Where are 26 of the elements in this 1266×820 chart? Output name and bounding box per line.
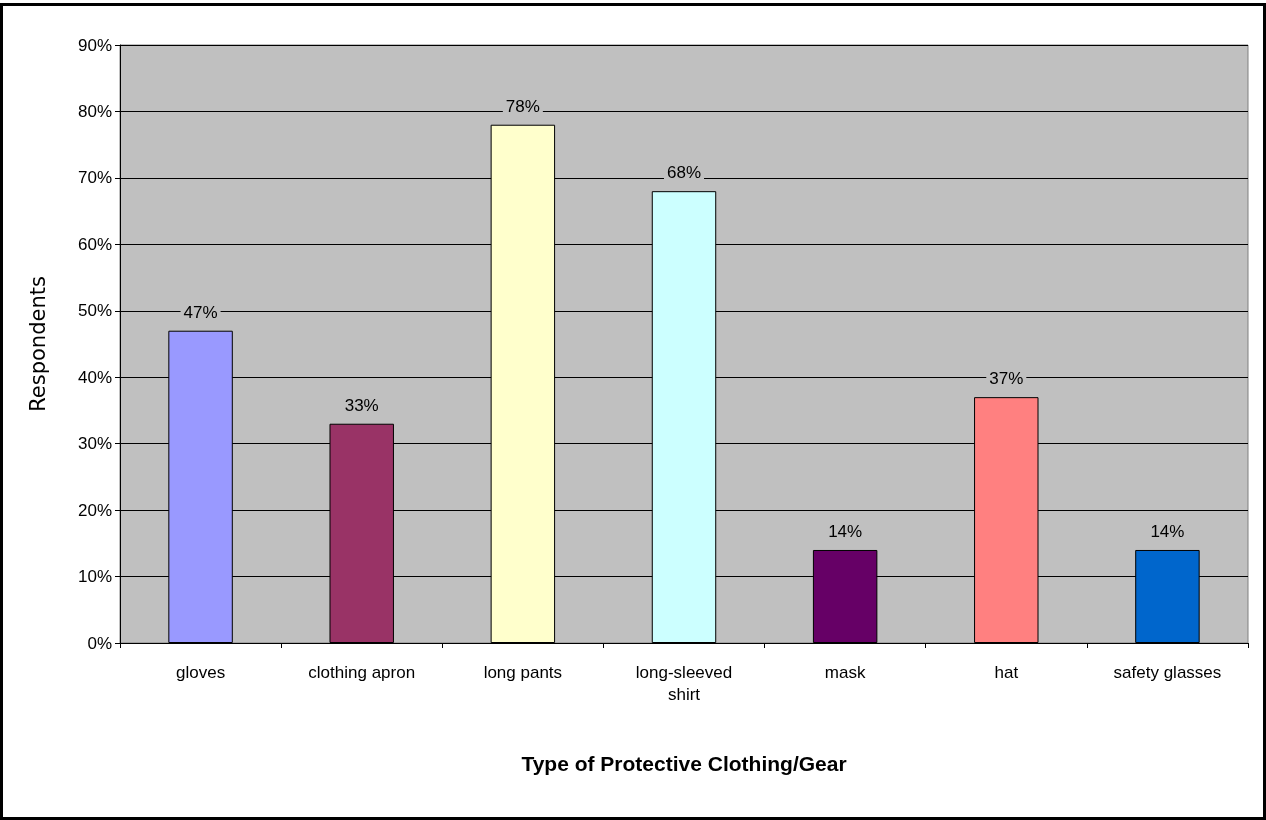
y-tick-label: 60% — [77, 234, 112, 254]
y-tick-label: 30% — [77, 434, 112, 454]
x-tick-label: long pants — [483, 662, 563, 682]
x-tick-label: gloves — [176, 662, 226, 682]
y-tick-label: 70% — [77, 168, 112, 188]
data-label: 14% — [1150, 521, 1185, 541]
x-axis-title: Type of Protective Clothing/Gear — [521, 752, 847, 775]
data-label: 78% — [505, 96, 540, 116]
x-tick-label: clothing apron — [308, 662, 416, 682]
y-tick-label: 40% — [77, 367, 112, 387]
data-label: 37% — [989, 369, 1024, 389]
y-tick-label: 10% — [77, 567, 112, 587]
y-tick-label: 20% — [77, 500, 112, 520]
y-axis-title: Respondents — [25, 276, 50, 412]
x-tick-label: hat — [994, 662, 1019, 682]
x-tick-label: safety glasses — [1113, 662, 1222, 682]
y-tick-label: 80% — [77, 101, 112, 121]
data-label: 33% — [344, 395, 379, 415]
y-tick-label: 0% — [87, 633, 112, 653]
data-label: 68% — [666, 163, 702, 183]
data-label: 47% — [183, 302, 218, 322]
x-tick-label: mask — [824, 662, 866, 682]
y-tick-label: 90% — [77, 35, 112, 55]
data-label: 14% — [828, 521, 863, 541]
y-tick-label: 50% — [77, 301, 112, 321]
x-tick-label: long-sleeved shirt — [635, 662, 733, 704]
